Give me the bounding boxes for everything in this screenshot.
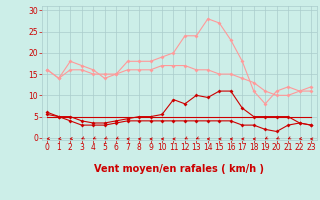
- X-axis label: Vent moyen/en rafales ( km/h ): Vent moyen/en rafales ( km/h ): [94, 164, 264, 174]
